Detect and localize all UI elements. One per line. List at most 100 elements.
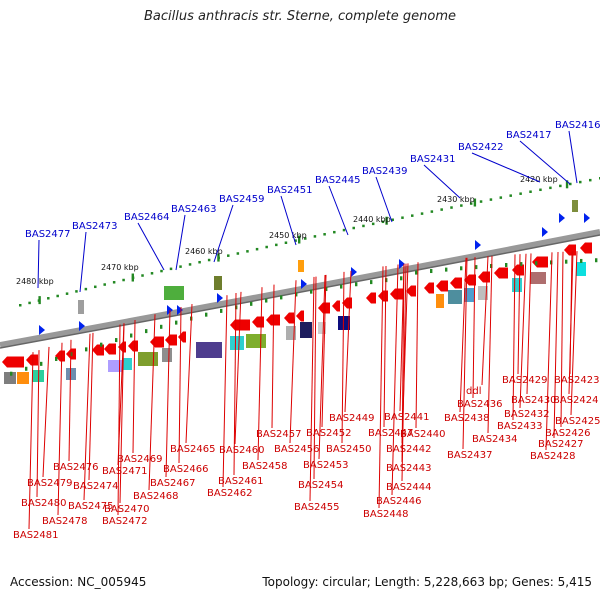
bottom-leader-line [401,263,405,463]
gene-label-bottom[interactable]: BAS2442 [386,444,432,455]
gene-label-bottom[interactable]: BAS2425 [555,416,600,427]
gene-label-bottom[interactable]: BAS2475 [68,501,114,512]
scale-major-tick [131,273,134,282]
gene-label-bottom[interactable]: BAS2457 [256,429,302,440]
gene-label-bottom[interactable]: BAS2469 [117,454,163,465]
gene-label-bottom[interactable]: BAS2438 [444,413,490,424]
gene-label-bottom[interactable]: BAS2432 [504,409,550,420]
scale-dot [489,198,493,201]
gene-label-bottom[interactable]: BAS2480 [21,498,67,509]
gene-label-bottom[interactable]: BAS2472 [102,516,148,527]
gene-label-bottom[interactable]: ddl [466,386,481,397]
gene-label-bottom[interactable]: BAS2428 [530,451,576,462]
gene-label-bottom[interactable]: BAS2460 [219,445,265,456]
gene-label-bottom[interactable]: BAS2470 [104,504,150,515]
gene-label-top[interactable]: BAS2464 [124,212,170,223]
forward-gene [332,300,340,312]
strand-marker [167,305,173,315]
strand-marker [584,213,590,223]
genome-title: Bacillus anthracis str. Sterne, complete… [144,9,456,24]
gene-label-top[interactable]: BAS2451 [267,185,313,196]
gene-label-top[interactable]: BAS2417 [506,130,552,141]
forward-gene [128,340,138,352]
scale-dot [236,252,240,255]
gene-label-bottom[interactable]: BAS2467 [150,478,196,489]
bottom-gene-labels[interactable]: BAS2423BAS2424BAS2425BAS2426BAS2427BAS24… [13,375,600,541]
bottom-leader-line [401,263,407,482]
gene-label-bottom[interactable]: BAS2434 [472,434,518,445]
scale-dot [420,212,424,215]
gene-label-bottom[interactable]: BAS2446 [376,496,422,507]
gene-label-top[interactable]: BAS2477 [25,229,71,240]
bottom-leader-line [222,295,228,488]
gene-label-bottom[interactable]: BAS2444 [386,482,432,493]
gene-label-bottom[interactable]: BAS2481 [13,530,59,541]
gene-label-bottom[interactable]: BAS2450 [326,444,372,455]
gene-label-top[interactable]: BAS2439 [362,166,408,177]
kbp-label: 2470 kbp [101,263,139,272]
scale-dot [509,194,512,197]
gene-label-top[interactable]: BAS2463 [171,204,217,215]
gene-label-bottom[interactable]: BAS2433 [497,421,543,432]
gene-label-bottom[interactable]: BAS2462 [207,488,253,499]
forward-gene [580,242,592,254]
gene-label-bottom[interactable]: BAS2441 [384,412,430,423]
forward-gene [2,356,24,368]
gene-label-bottom[interactable]: BAS2453 [303,460,349,471]
forward-gene [478,271,490,283]
gene-label-top[interactable]: BAS2422 [458,142,504,153]
lower-tick [340,284,343,289]
gene-label-bottom[interactable]: BAS2436 [457,399,503,410]
forward-genes-track[interactable] [2,242,592,368]
gene-label-bottom[interactable]: BAS2427 [538,439,584,450]
gene-label-top[interactable]: BAS2416 [555,120,600,131]
gene-label-bottom[interactable]: BAS2456 [274,444,320,455]
bottom-leader-line [165,309,171,478]
bottom-leader-line [178,306,182,464]
gene-label-bottom[interactable]: BAS2430 [511,395,557,406]
gene-label-bottom[interactable]: BAS2478 [42,516,88,527]
bottom-leader-line [318,275,326,460]
lower-tick [295,292,298,297]
top-gene-labels[interactable]: BAS2416BAS2417BAS2422BAS2431BAS2439BAS24… [25,120,600,240]
gene-label-bottom[interactable]: BAS2454 [298,480,344,491]
gene-label-bottom[interactable]: BAS2465 [170,444,216,455]
top-leader-lines [37,130,578,293]
gene-label-bottom[interactable]: BAS2476 [53,462,99,473]
gene-label-bottom[interactable]: BAS2455 [294,502,340,513]
lower-tick [25,366,28,371]
gene-label-bottom[interactable]: BAS2447 [368,428,414,439]
feature-block [318,322,326,334]
gene-label-bottom[interactable]: BAS2479 [27,478,73,489]
gene-label-bottom[interactable]: BAS2468 [133,491,179,502]
gene-label-top[interactable]: BAS2431 [410,154,456,165]
kbp-label: 2480 kbp [16,277,54,286]
gene-label-top[interactable]: BAS2445 [315,175,361,186]
forward-gene [178,331,186,343]
top-leader-line [280,195,297,246]
gene-label-bottom[interactable]: BAS2466 [163,464,209,475]
strand-marker [399,259,405,269]
gene-label-bottom[interactable]: BAS2461 [218,476,264,487]
gene-label-bottom[interactable]: BAS2429 [502,375,548,386]
scale-dot [323,233,326,236]
scale-dot [84,287,88,291]
gene-label-top[interactable]: BAS2473 [72,221,118,232]
lower-tick [475,265,478,270]
gene-label-bottom[interactable]: BAS2440 [400,429,446,440]
gene-label-bottom[interactable]: BAS2448 [363,509,409,520]
gene-label-bottom[interactable]: BAS2443 [386,463,432,474]
scale-arc [19,177,600,307]
gene-label-bottom[interactable]: BAS2449 [329,413,375,424]
gene-label-bottom[interactable]: BAS2426 [545,428,591,439]
gene-label-top[interactable]: BAS2459 [219,194,265,205]
gene-label-bottom[interactable]: BAS2458 [242,461,288,472]
gene-label-bottom[interactable]: BAS2471 [102,466,148,477]
scale-dot [75,290,78,293]
gene-label-bottom[interactable]: BAS2424 [553,395,599,406]
gene-label-bottom[interactable]: BAS2474 [73,481,119,492]
gene-label-bottom[interactable]: BAS2452 [306,428,352,439]
gene-label-bottom[interactable]: BAS2437 [447,450,493,461]
gene-label-bottom[interactable]: BAS2423 [554,375,600,386]
